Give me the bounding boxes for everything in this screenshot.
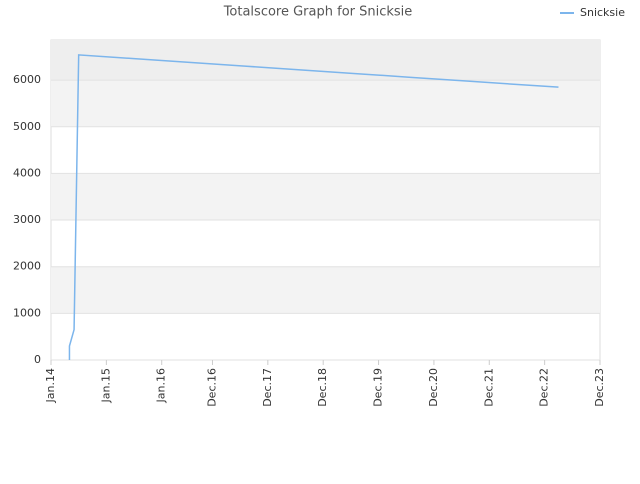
y-tick-label: 2000 [13,260,41,273]
x-tick-label: Jan.15 [99,368,112,403]
x-tick-label: Dec.22 [538,368,551,407]
y-tick-label: 3000 [13,213,41,226]
series-line [68,54,559,360]
x-tick-label: Dec.17 [261,368,274,407]
x-tick-label: Jan.14 [44,368,57,403]
y-tick-label: 6000 [13,73,41,86]
y-tick-label: 5000 [13,120,41,133]
x-tick-label: Dec.23 [593,368,606,407]
grid-band [51,173,600,221]
x-tick-label: Jan.16 [155,368,168,403]
x-tick-label: Dec.19 [372,368,385,407]
x-tick-label: Dec.20 [427,368,440,407]
grid-band [51,266,600,314]
y-tick-label: 1000 [13,306,41,319]
y-tick-label: 0 [34,353,41,366]
chart-title: Totalscore Graph for Snicksie [223,5,413,20]
grid-band [51,80,600,127]
x-tick-label: Dec.21 [482,368,495,407]
x-tick-label: Dec.18 [316,368,329,407]
y-tick-label: 4000 [13,166,41,179]
x-tick-label: Dec.16 [205,368,218,407]
legend-label: Snicksie [580,6,625,19]
grid-band [51,40,600,81]
